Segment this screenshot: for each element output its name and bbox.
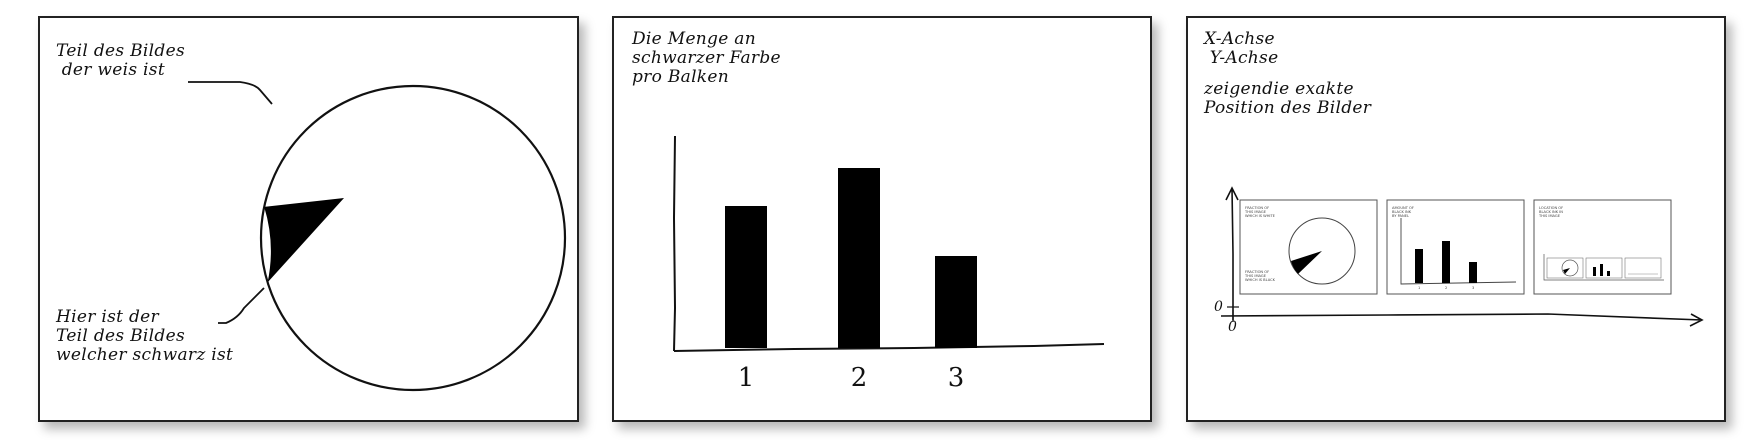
- x-tick-label-3: 3: [948, 363, 965, 393]
- y-axis-line: [672, 135, 677, 352]
- mini-bar-tick-1: 1: [1418, 286, 1421, 290]
- x-tick-label-2: 2: [851, 363, 868, 393]
- mini-bar-2: [1442, 241, 1450, 283]
- position-subtitle: zeigendie exakte Position des Bilder: [1204, 79, 1372, 118]
- x-axis-arrow: [1220, 313, 1704, 327]
- panel-bar: Die Menge an schwarzer Farbe pro Balken …: [612, 16, 1152, 422]
- panel-pie: Teil des Bildes der weis ist Hier ist de…: [38, 16, 579, 422]
- annotation-black-label: Hier ist der Teil des Bildes welcher sch…: [56, 307, 234, 365]
- panel-position: X-Achse Y-Achse zeigendie exakte Positio…: [1186, 16, 1726, 422]
- annotation-white-label: Teil des Bildes der weis ist: [56, 41, 185, 80]
- position-axes-title: X-Achse Y-Achse: [1204, 29, 1279, 68]
- mini-bar-1: [1415, 249, 1423, 283]
- mini-pie-black-slice: [1291, 251, 1322, 274]
- mini-panel-pie: [1239, 199, 1378, 295]
- bar-chart-title: Die Menge an schwarzer Farbe pro Balken: [632, 29, 781, 87]
- y-axis-arrow: [1225, 186, 1239, 320]
- bar-1: [725, 206, 767, 348]
- position-chart: [1220, 186, 1704, 327]
- annotation-line-white: [188, 81, 273, 105]
- bar-2: [838, 168, 880, 348]
- x-origin-label: 0: [1228, 319, 1238, 335]
- mini-position-title: LOCATION OF BLACK INK IN THIS IMAGE: [1539, 206, 1564, 219]
- x-axis-line: [673, 343, 1105, 352]
- pie-outline: [259, 84, 567, 392]
- x-tick-label-1: 1: [738, 363, 755, 393]
- pie-slice-black: [264, 198, 344, 283]
- mini-pie-black-text: FRACTION OF THIS IMAGE WHICH IS BLACK: [1245, 270, 1275, 283]
- mini-pie-white-text: FRACTION OF THIS IMAGE WHICH IS WHITE: [1245, 206, 1275, 219]
- y-origin-label: 0: [1214, 299, 1224, 315]
- annotation-line-black: [218, 287, 265, 324]
- mini-panel-position: [1533, 199, 1672, 295]
- mini-bar-tick-2: 2: [1445, 286, 1448, 290]
- pie-chart: [188, 81, 567, 392]
- mini-bar-title: AMOUNT OF BLACK INK BY PANEL: [1392, 206, 1414, 219]
- mini-bar-tick-3: 3: [1472, 286, 1475, 290]
- bar-3: [935, 256, 977, 348]
- bar-chart: 1 2 3: [672, 135, 1105, 393]
- mini-panel-bar: [1386, 199, 1525, 295]
- mini-bar-3: [1469, 262, 1477, 283]
